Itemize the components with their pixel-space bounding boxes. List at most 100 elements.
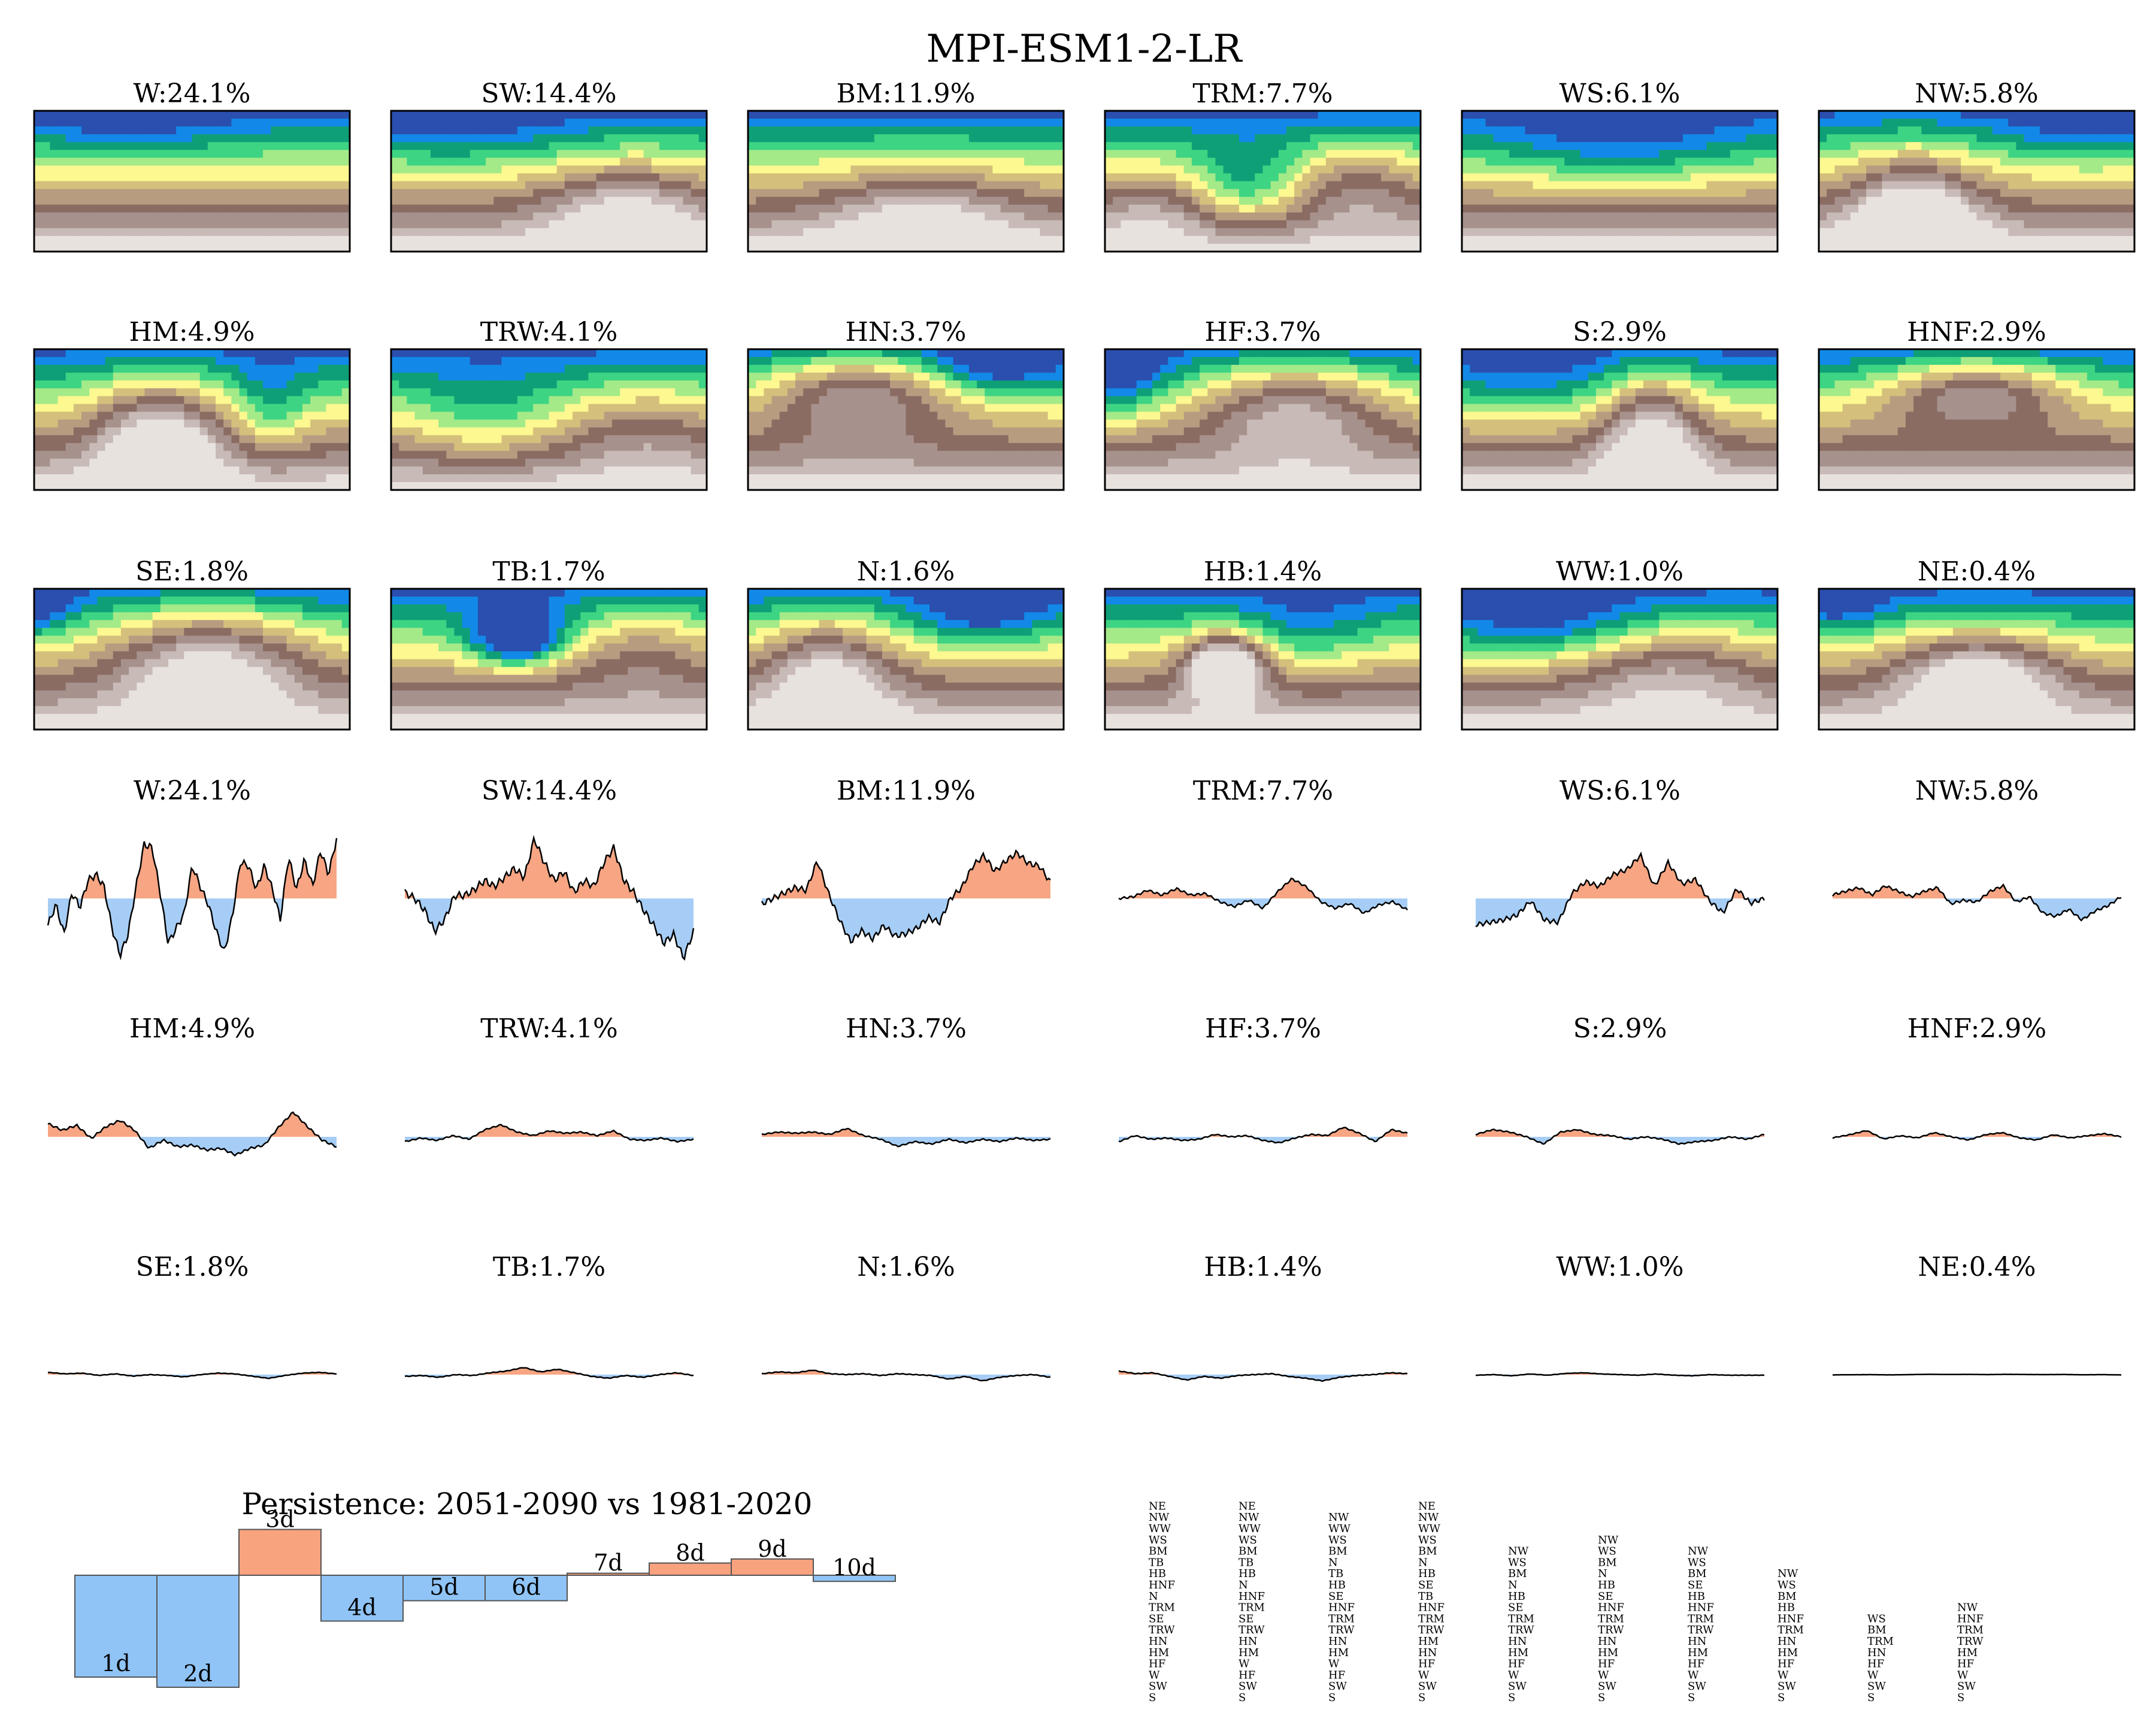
map-contour-cell: [1325, 196, 1334, 205]
map-contour-cell: [34, 173, 43, 182]
map-contour-cell: [1952, 158, 1961, 166]
map-contour-cell: [834, 111, 843, 119]
map-contour-cell: [1858, 235, 1867, 244]
map-contour-cell: [1032, 158, 1041, 166]
map-contour-cell: [1517, 181, 1525, 190]
map-contour-cell: [517, 111, 526, 119]
map-contour-cell: [748, 243, 756, 252]
map-contour-cell: [1612, 165, 1621, 174]
map-contour-cell: [65, 165, 74, 174]
map-contour-cell: [795, 243, 804, 252]
map-contour-cell: [223, 189, 232, 198]
map-contour-cell: [1564, 158, 1573, 166]
map-contour-cell: [120, 411, 129, 420]
map-contour-cell: [906, 212, 915, 221]
map-contour-cell: [1827, 158, 1835, 166]
map-contour-cell: [97, 181, 106, 190]
map-contour-cell: [470, 173, 479, 182]
map-contour-cell: [1945, 111, 1954, 119]
map-contour-cell: [2008, 142, 2016, 150]
map-contour-cell: [1168, 134, 1177, 143]
map-contour-cell: [318, 466, 327, 475]
map-contour-cell: [1667, 111, 1676, 119]
map-contour-cell: [1761, 173, 1770, 182]
map-contour-cell: [1548, 111, 1557, 119]
map-contour-cell: [334, 165, 343, 174]
map-contour-cell: [81, 220, 90, 229]
map-contour-cell: [1517, 235, 1525, 244]
map-contour-cell: [391, 126, 399, 135]
map-contour-cell: [216, 204, 224, 213]
map-contour-cell: [81, 134, 90, 143]
map-contour-cell: [635, 150, 644, 158]
map-contour-cell: [1992, 196, 2001, 205]
map-contour-cell: [1858, 158, 1867, 166]
map-contour-cell: [278, 427, 287, 436]
map-contour-cell: [1889, 181, 1898, 190]
map-contour-cell: [1604, 204, 1612, 213]
map-contour-cell: [1032, 119, 1041, 127]
map-contour-cell: [1334, 150, 1342, 158]
map-contour-cell: [620, 189, 628, 198]
map-contour-cell: [1255, 111, 1264, 119]
map-contour-cell: [310, 165, 319, 174]
map-contour-cell: [1952, 134, 1961, 143]
map-contour-cell: [2016, 119, 2025, 127]
map-contour-cell: [486, 243, 494, 252]
map-contour-cell: [843, 119, 851, 127]
map-contour-cell: [1477, 134, 1486, 143]
map-contour-cell: [1389, 126, 1398, 135]
map-contour-cell: [1168, 228, 1177, 237]
map-contour-cell: [1286, 212, 1295, 221]
map-contour-cell: [1761, 228, 1770, 237]
map-contour-cell: [1404, 158, 1413, 166]
map-contour-cell: [635, 126, 644, 135]
map-contour-cell: [207, 228, 216, 237]
map-contour-cell: [643, 181, 652, 190]
map-contour-cell: [1055, 235, 1064, 244]
map-contour-cell: [1722, 111, 1731, 119]
map-contour-cell: [216, 396, 224, 404]
map-contour-cell: [207, 235, 216, 244]
map-contour-cell: [326, 404, 335, 413]
map-contour-cell: [34, 458, 43, 467]
map-contour-cell: [1635, 243, 1644, 252]
map-contour-cell: [2055, 158, 2064, 166]
map-contour-cell: [1730, 235, 1739, 244]
map-contour-cell: [635, 119, 644, 127]
map-contour-cell: [1389, 243, 1398, 252]
map-contour-cell: [120, 142, 129, 150]
map-contour-cell: [1945, 173, 1954, 182]
map-contour-cell: [486, 158, 494, 166]
map-contour-cell: [1270, 142, 1279, 150]
map-contour-cell: [1294, 158, 1303, 166]
map-contour-cell: [493, 212, 502, 221]
map-contour-cell: [50, 119, 59, 127]
map-contour-cell: [113, 243, 122, 252]
map-contour-cell: [1477, 165, 1486, 174]
map-contour-cell: [1200, 126, 1208, 135]
map-contour-cell: [231, 181, 240, 190]
map-contour-cell: [961, 150, 970, 158]
map-contour-cell: [1334, 165, 1342, 174]
map-contour-cell: [533, 150, 541, 158]
map-contour-cell: [691, 189, 700, 198]
map-contour-cell: [1255, 212, 1264, 221]
map-contour-cell: [1929, 150, 1938, 158]
map-contour-cell: [787, 189, 796, 198]
map-contour-cell: [1827, 142, 1835, 150]
map-contour-cell: [454, 150, 463, 158]
map-contour-cell: [564, 181, 573, 190]
map-contour-cell: [1008, 235, 1017, 244]
map-contour-cell: [573, 142, 581, 150]
map-contour-cell: [430, 212, 439, 221]
map-contour-cell: [1897, 134, 1906, 143]
map-contour-cell: [81, 150, 90, 158]
map-contour-cell: [977, 126, 985, 135]
map-contour-cell: [1976, 181, 1985, 190]
map-contour-cell: [1493, 111, 1502, 119]
map-contour-cell: [454, 189, 463, 198]
map-contour-cell: [1152, 220, 1161, 229]
map-contour-cell: [795, 181, 804, 190]
map-contour-cell: [1667, 173, 1676, 182]
